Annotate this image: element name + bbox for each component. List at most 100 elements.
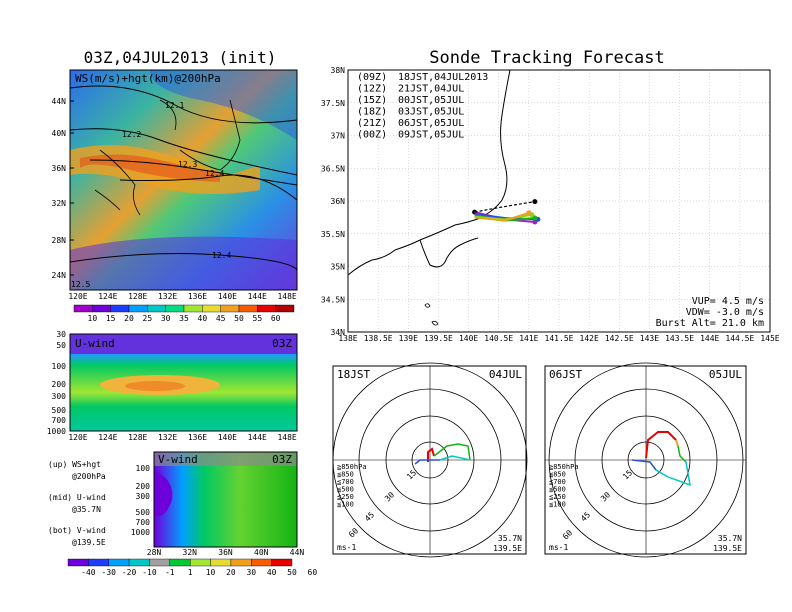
ws-colorbar-tick: 10 bbox=[88, 314, 98, 323]
u-p-tick: 50 bbox=[56, 341, 66, 350]
ws-colorbar bbox=[73, 304, 295, 313]
hodo-right-trace-cyan bbox=[655, 461, 691, 487]
track-lon-tick: 138E bbox=[338, 334, 357, 343]
track-legend-time: 06JST,05JUL bbox=[398, 118, 464, 129]
hodo-level-label: ≦500 bbox=[337, 486, 354, 494]
u-time: 03Z bbox=[272, 337, 292, 350]
track-lat-tick: 36.5N bbox=[321, 164, 345, 173]
ws-colorbar-swatch bbox=[183, 304, 203, 313]
bottom-colorbar-swatch bbox=[88, 558, 109, 567]
ws-contour bbox=[89, 159, 298, 186]
track-lon-tick: 140.5E bbox=[484, 334, 513, 343]
island bbox=[431, 320, 439, 326]
track-series bbox=[472, 199, 541, 225]
bottom-colorbar-tick: 1 bbox=[188, 568, 193, 577]
hodo-level-label: ≦250 bbox=[549, 493, 566, 501]
track-lon-tick: 140E bbox=[459, 334, 478, 343]
track-legend-code: (15Z) bbox=[357, 95, 387, 106]
u-lon-ticks: 120E 124E 128E 132E 136E 140E 144E 148E bbox=[68, 433, 297, 442]
ws-blue-north bbox=[150, 70, 297, 140]
u-lon-tick: 120E bbox=[68, 433, 87, 442]
track-coastline-2 bbox=[419, 237, 479, 268]
hodo-right-rings bbox=[545, 362, 746, 558]
note-bot-a: (bot) V-wind bbox=[48, 526, 106, 535]
hodo-left-trace-green bbox=[433, 443, 471, 461]
u-lon-tick: 144E bbox=[248, 433, 267, 442]
legend-notes: (up) WS+hgt @200hPa (mid) U-wind @35.7N … bbox=[48, 460, 106, 547]
track-lon-tick: 145E bbox=[760, 334, 779, 343]
info-vup: VUP= 4.5 m/s bbox=[692, 296, 764, 307]
track-legend-time: 03JST,05JUL bbox=[398, 107, 464, 118]
hodo-left-date: 04JUL bbox=[489, 368, 522, 381]
ws-contour-label: 12.4 bbox=[212, 251, 231, 260]
track-grid bbox=[348, 70, 770, 332]
ws-panel: 12.1 12.2 12.3 12.4 12.4 12.5 WS(m/s)+hg… bbox=[52, 69, 298, 301]
track-legend-time: 00JST,05JUL bbox=[398, 95, 464, 106]
ws-label: WS(m/s)+hgt(km)@200hPa bbox=[75, 72, 221, 85]
ws-contour-label: 12.2 bbox=[122, 130, 141, 139]
v-lat-ticks: 28N 32N 36N 40N 44N bbox=[147, 548, 305, 557]
hodo-level-label: ≦700 bbox=[337, 478, 354, 486]
ws-contour bbox=[69, 85, 298, 124]
note-mid-b: @35.7N bbox=[72, 505, 101, 514]
bottom-colorbar-swatch bbox=[210, 558, 232, 567]
bottom-colorbar-tick: 60 bbox=[308, 568, 318, 577]
ws-lon-tick: 144E bbox=[248, 292, 267, 301]
bottom-colorbar-ticks: -40 -30 -20 -10 -1 1 10 20 30 40 50 60 bbox=[81, 568, 317, 577]
track-legend-time: 18JST,04JUL2013 bbox=[398, 72, 488, 83]
u-jet-max bbox=[125, 381, 185, 391]
u-frame bbox=[69, 333, 298, 432]
ws-colorbar-tick: 45 bbox=[216, 314, 226, 323]
u-p-tick: 1000 bbox=[47, 427, 66, 436]
track-legend-time: 21JST,04JUL bbox=[398, 84, 464, 95]
u-p-tick: 30 bbox=[56, 330, 66, 339]
v-lat-tick: 36N bbox=[218, 548, 233, 557]
ws-lat-tick: 36N bbox=[52, 164, 67, 173]
bottom-colorbar-swatch bbox=[189, 558, 211, 567]
track-lat-tick: 34.5N bbox=[321, 295, 345, 304]
track-map: 38N 37.5N 37N 36.5N 36N 35.5N 35N 34.5N 34N 138E… bbox=[321, 66, 780, 343]
bottom-colorbar-swatch bbox=[230, 558, 252, 567]
ws-lon-tick: 124E bbox=[98, 292, 117, 301]
track-series-end bbox=[532, 215, 538, 221]
track-lon-tick: 144.5E bbox=[725, 334, 754, 343]
track-series-line bbox=[474, 211, 530, 222]
bottom-colorbar-swatch bbox=[149, 558, 171, 567]
track-legend-code: (00Z) bbox=[357, 130, 387, 141]
track-legend-code: (09Z) bbox=[357, 72, 387, 83]
ws-colorbar-swatch bbox=[238, 304, 258, 313]
track-lon-tick: 143E bbox=[640, 334, 659, 343]
hodo-right-levels: ≧850hPa≦850≦700≦500≦250≦100 bbox=[549, 463, 579, 509]
track-lat-tick: 36N bbox=[331, 197, 346, 206]
ws-colorbar-swatch bbox=[202, 304, 221, 313]
track-lon-tick: 141.5E bbox=[545, 334, 574, 343]
hodo-left-loc2: 139.5E bbox=[493, 544, 522, 553]
ws-colorbar-tick: 30 bbox=[161, 314, 171, 323]
hodograph-right: 06JST 05JUL 15 30 45 60 ≧850hPa≦850≦700≦… bbox=[544, 362, 747, 558]
left-title: 03Z,04JUL2013 (init) bbox=[84, 48, 277, 67]
track-lat-ticks: 38N 37.5N 37N 36.5N 36N 35.5N 35N 34.5N 34N bbox=[321, 66, 345, 337]
hodo-left-levels: ≧850hPa≦850≦700≦500≦250≦100 bbox=[337, 463, 367, 509]
ws-lon-tick: 128E bbox=[128, 292, 147, 301]
track-map-frame bbox=[347, 69, 771, 333]
u-lon-tick: 140E bbox=[218, 433, 237, 442]
track-lat-tick: 35.5N bbox=[321, 230, 345, 239]
u-p-tick: 300 bbox=[52, 392, 67, 401]
track-lat-tick: 35N bbox=[331, 263, 346, 272]
info-vdw: VDW= -3.0 m/s bbox=[686, 307, 764, 318]
ws-contour bbox=[69, 128, 298, 176]
bottom-colorbar-tick: 10 bbox=[206, 568, 216, 577]
u-lon-tick: 136E bbox=[188, 433, 207, 442]
ws-colorbar-swatch bbox=[73, 304, 93, 313]
hodo-level-label: ≦850 bbox=[549, 471, 566, 479]
right-title: Sonde Tracking Forecast bbox=[429, 48, 664, 68]
ws-colorbar-swatch bbox=[275, 304, 295, 313]
ws-lon-tick: 140E bbox=[218, 292, 237, 301]
bottom-colorbar-swatch bbox=[169, 558, 191, 567]
hodo-left-time: 18JST bbox=[337, 368, 370, 381]
ws-lat-tick: 32N bbox=[52, 199, 67, 208]
bottom-colorbar-tick: 20 bbox=[226, 568, 236, 577]
bottom-colorbar-tick: 50 bbox=[287, 568, 297, 577]
ws-lat-tick: 44N bbox=[52, 97, 67, 106]
